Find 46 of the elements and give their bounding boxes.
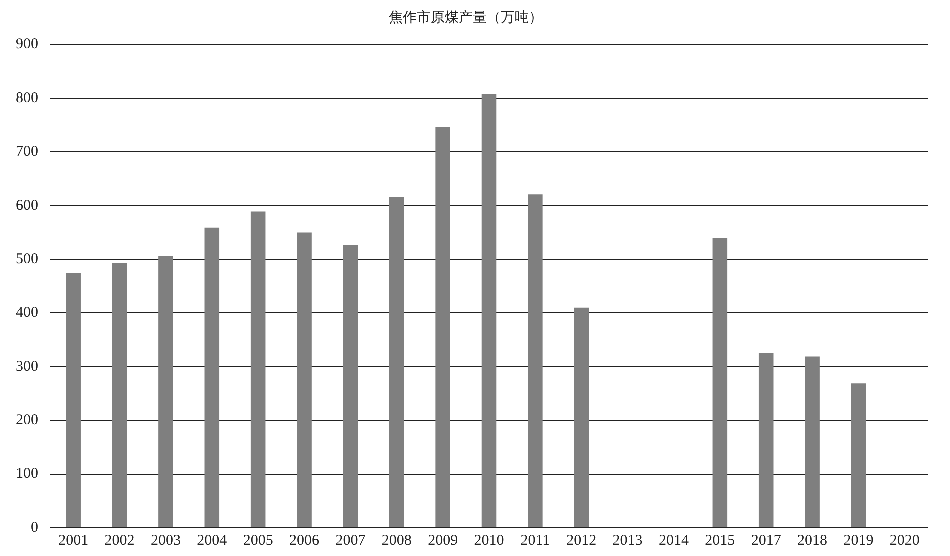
- bar: [297, 232, 312, 528]
- x-tick-label: 2004: [197, 532, 228, 549]
- x-tick-label: 2005: [243, 532, 274, 549]
- bar: [574, 308, 590, 528]
- y-tick-label: 400: [16, 305, 38, 322]
- x-tick-label: 2015: [705, 532, 736, 549]
- y-tick-label: 100: [16, 466, 38, 482]
- bar: [851, 384, 866, 528]
- x-tick-label: 2017: [751, 532, 782, 549]
- y-tick-label: 200: [16, 412, 38, 429]
- y-tick-label: 300: [16, 358, 38, 375]
- x-tick-label: 2002: [104, 532, 135, 549]
- y-tick-label: 500: [16, 251, 38, 268]
- x-tick-label: 2013: [612, 532, 643, 549]
- bar: [66, 272, 81, 528]
- bar: [805, 356, 820, 528]
- chart-title: 焦作市原煤产量（万吨）: [389, 10, 543, 26]
- bar: [250, 212, 266, 528]
- bar: [528, 194, 543, 528]
- bar: [158, 256, 174, 528]
- x-tick-label: 2018: [798, 532, 828, 549]
- x-tick-label: 2003: [150, 532, 181, 549]
- y-tick-label: 900: [16, 36, 38, 53]
- bar: [389, 197, 404, 528]
- x-tick-label: 2006: [290, 532, 320, 549]
- x-tick-label: 2010: [474, 532, 504, 549]
- x-tick-label: 2009: [428, 532, 458, 549]
- bar: [758, 352, 774, 528]
- y-tick-label: 700: [16, 144, 38, 160]
- bar: [204, 228, 220, 528]
- bar: [712, 238, 728, 528]
- x-tick-label: 2019: [844, 532, 874, 549]
- x-tick-label: 2001: [58, 532, 89, 549]
- x-tick-label: 2020: [890, 532, 920, 549]
- x-tick-label: 2007: [336, 532, 366, 549]
- y-tick-label: 0: [31, 520, 38, 536]
- bar: [482, 94, 497, 528]
- x-tick-label: 2014: [658, 532, 690, 549]
- bar: [343, 245, 358, 528]
- x-tick-label: 2008: [382, 532, 412, 549]
- y-tick-label: 600: [16, 198, 38, 214]
- x-tick-label: 2012: [566, 532, 597, 549]
- bar: [112, 263, 128, 528]
- y-tick-label: 800: [16, 90, 38, 106]
- x-tick-label: 2011: [520, 532, 550, 549]
- bar: [436, 126, 450, 528]
